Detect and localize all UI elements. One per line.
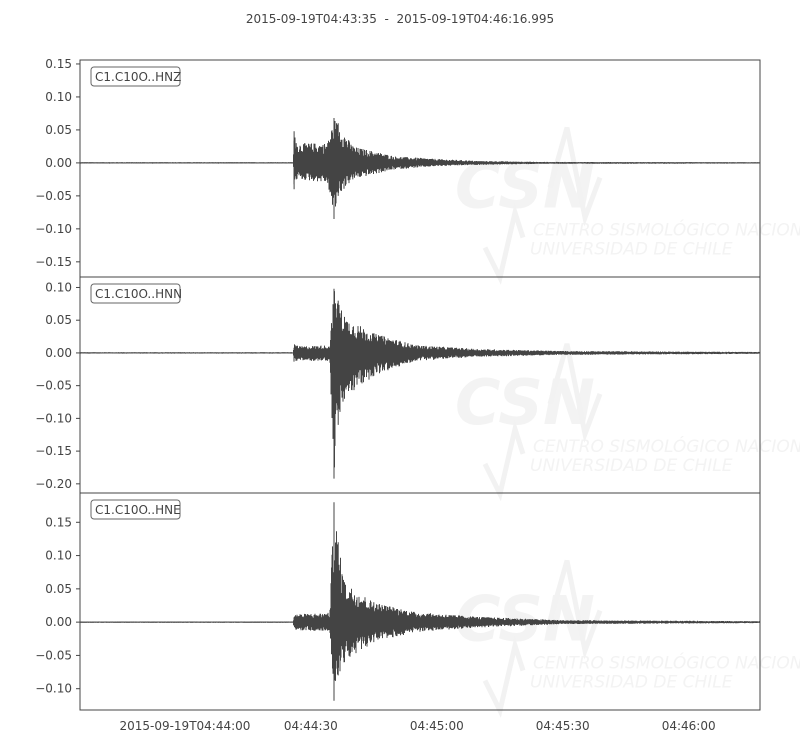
x-tick-label: 04:45:30 (536, 719, 590, 733)
watermark-line2: UNIVERSIDAD DE CHILE (530, 240, 733, 260)
trace-label-box (90, 66, 181, 87)
y-tick-label: −0.05 (35, 648, 72, 662)
y-tick-label: −0.20 (35, 477, 72, 491)
y-tick-label: 0.00 (45, 615, 72, 629)
y-tick-label: −0.10 (35, 411, 72, 425)
y-tick-label: 0.05 (45, 123, 72, 137)
y-tick-label: 0.05 (45, 582, 72, 596)
trace-label: C1.C10O..HNE (95, 503, 181, 517)
y-tick-label: 0.10 (45, 549, 72, 563)
x-tick-label: 2015-09-19T04:44:00 (119, 719, 250, 733)
title-separator: - (384, 12, 389, 26)
axes-frame (79, 492, 761, 711)
watermark-wave-icon (482, 636, 526, 718)
watermark-line1: CENTRO SISMOLÓGICO NACIONAL (533, 435, 800, 457)
x-tick-label: 04:45:00 (410, 719, 464, 733)
x-tick-label: 04:44:30 (284, 719, 338, 733)
title-start: 2015-09-19T04:43:35 (245, 12, 377, 26)
y-tick-label: −0.15 (35, 444, 72, 458)
y-tick-label: −0.05 (35, 379, 72, 393)
watermark-wave-icon (482, 203, 526, 285)
y-tick-label: 0.15 (45, 57, 72, 71)
watermark-wave-icon (547, 126, 603, 227)
y-tick-label: 0.15 (45, 515, 72, 529)
plot-title: 2015-09-19T04:43:35 - 2015-09-19T04:46:1… (0, 12, 800, 26)
y-tick-label: −0.10 (35, 222, 72, 236)
watermark-wave-icon (547, 559, 603, 660)
y-tick-label: −0.15 (35, 255, 72, 269)
watermark-line1: CENTRO SISMOLÓGICO NACIONAL (533, 652, 800, 674)
y-tick-label: 0.10 (45, 280, 72, 294)
trace-label: C1.C10O..HNN (95, 287, 182, 301)
title-end: 2015-09-19T04:46:16.995 (396, 12, 555, 26)
trace-label: C1.C10O..HNZ (95, 70, 181, 84)
y-tick-label: 0.00 (45, 156, 72, 170)
x-tick-label: 04:46:00 (662, 719, 716, 733)
watermark-line1: CENTRO SISMOLÓGICO NACIONAL (533, 219, 800, 241)
trace-label-box (90, 283, 181, 304)
y-tick-label: −0.10 (35, 682, 72, 696)
watermark-line2: UNIVERSIDAD DE CHILE (530, 673, 733, 693)
y-tick-label: 0.10 (45, 90, 72, 104)
trace-line-C1.C10O..HNZ (79, 118, 761, 219)
trace-label-box (90, 499, 181, 520)
y-tick-label: 0.05 (45, 313, 72, 327)
watermark-line2: UNIVERSIDAD DE CHILE (530, 456, 733, 476)
y-tick-label: 0.00 (45, 346, 72, 360)
watermark-wave-icon (547, 343, 603, 443)
watermark-wave-icon (482, 419, 526, 502)
y-tick-label: −0.05 (35, 189, 72, 203)
